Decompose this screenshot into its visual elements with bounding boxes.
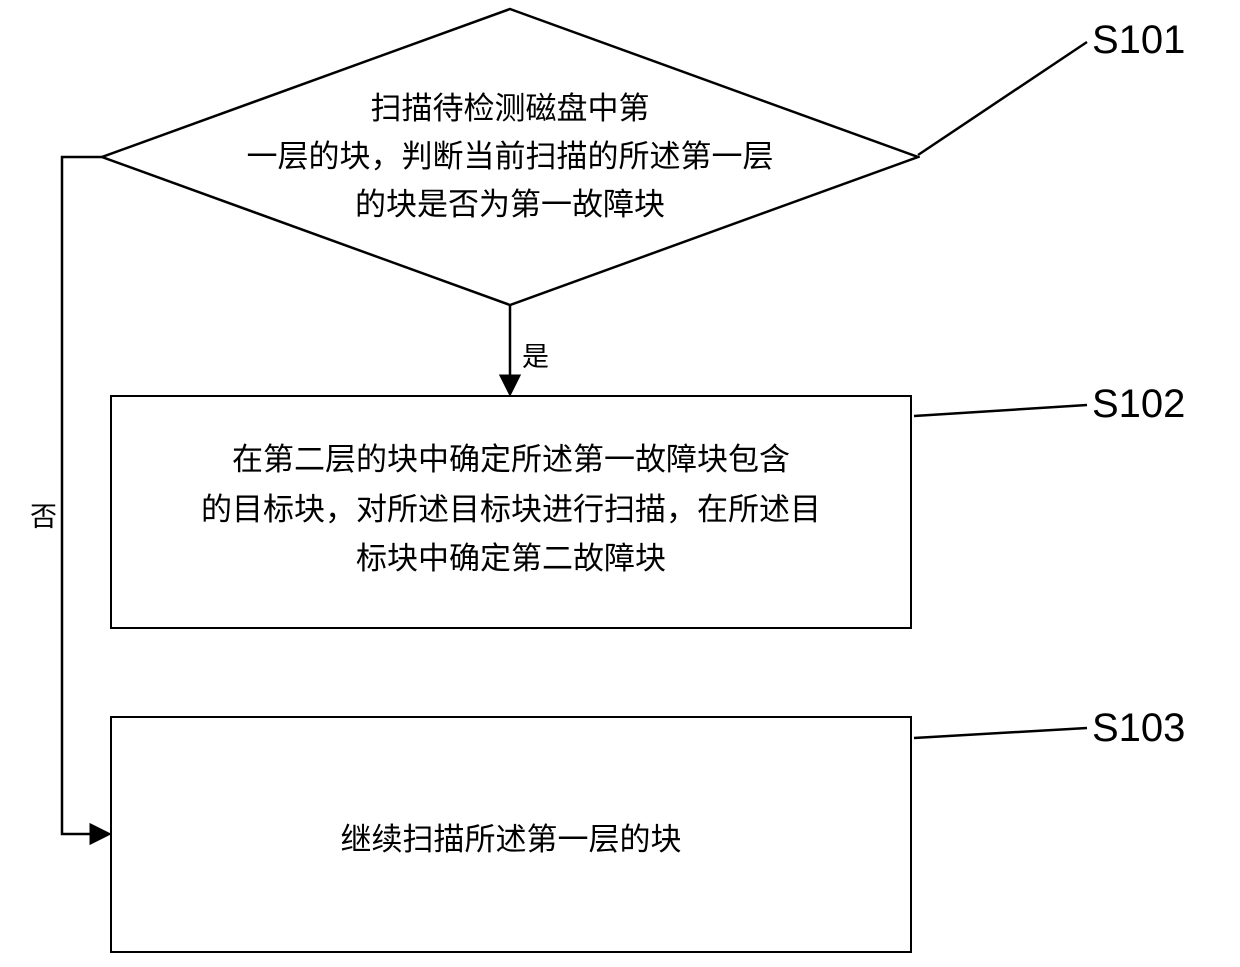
leader-s103 — [914, 728, 1087, 738]
leader-s101 — [918, 42, 1087, 155]
flowchart-canvas: 扫描待检测磁盘中第 一层的块，判断当前扫描的所述第一层 的块是否为第一故障块 在… — [0, 0, 1240, 967]
s102-line-1: 在第二层的块中确定所述第一故障块包含 — [232, 442, 790, 477]
step-label-s103: S103 — [1092, 706, 1185, 751]
process-s102-text: 在第二层的块中确定所述第一故障块包含 的目标块，对所述目标块进行扫描，在所述目 … — [140, 435, 882, 584]
edge-label-no: 否 — [30, 495, 57, 534]
decision-line-1: 扫描待检测磁盘中第 — [371, 91, 650, 126]
s103-line-1: 继续扫描所述第一层的块 — [341, 822, 682, 857]
decision-text: 扫描待检测磁盘中第 一层的块，判断当前扫描的所述第一层 的块是否为第一故障块 — [205, 85, 815, 229]
s102-line-3: 标块中确定第二故障块 — [356, 541, 666, 576]
step-label-s102: S102 — [1092, 382, 1185, 427]
decision-line-2: 一层的块，判断当前扫描的所述第一层 — [247, 139, 774, 174]
step-label-s101: S101 — [1092, 18, 1185, 63]
process-s103-text: 继续扫描所述第一层的块 — [140, 815, 882, 865]
edge-label-yes: 是 — [522, 335, 549, 374]
leader-s102 — [914, 405, 1087, 416]
s102-line-2: 的目标块，对所述目标块进行扫描，在所述目 — [201, 492, 821, 527]
decision-line-3: 的块是否为第一故障块 — [355, 187, 665, 222]
